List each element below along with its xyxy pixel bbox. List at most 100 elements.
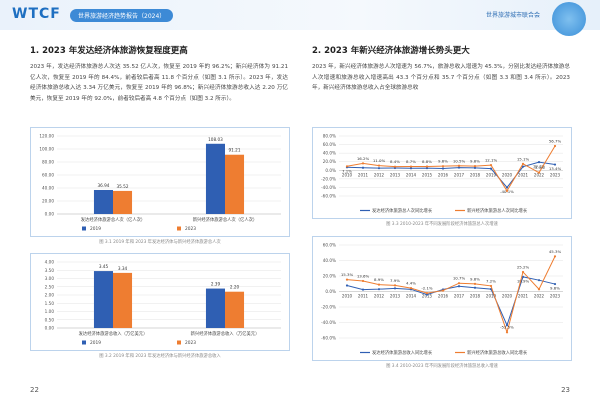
- point: [425, 167, 429, 170]
- data-label: -52.5%: [500, 325, 514, 330]
- bar: [225, 154, 245, 214]
- data-label: 13.4%: [549, 166, 562, 171]
- point: [409, 286, 413, 290]
- point: [473, 166, 477, 169]
- y-tick-label: 60.0%: [323, 142, 336, 147]
- bar: [205, 288, 225, 328]
- point: [361, 288, 365, 291]
- y-tick-label: -20.0%: [321, 305, 336, 310]
- point: [521, 165, 525, 168]
- bar: [205, 143, 225, 214]
- legend-swatch: [82, 340, 86, 345]
- x-tick-label: 2016: [438, 172, 449, 177]
- data-label: -5.5%: [533, 165, 545, 170]
- point: [505, 186, 509, 189]
- point: [553, 255, 557, 258]
- point: [521, 162, 525, 165]
- point: [457, 282, 461, 285]
- y-tick-label: 4.00: [45, 260, 55, 265]
- point: [473, 286, 477, 289]
- data-label: 9.8%: [470, 159, 480, 164]
- x-tick-label: 新兴经济体旅游总人次（亿人次）: [193, 216, 257, 223]
- point: [553, 163, 557, 166]
- y-tick-label: -60.0%: [321, 194, 336, 199]
- y-tick-label: 3.00: [45, 276, 55, 281]
- point: [553, 144, 557, 148]
- data-label: 19.1%: [533, 164, 546, 169]
- legend-label: 发达经济体旅游总收入同比增长: [372, 349, 433, 356]
- point: [441, 165, 445, 168]
- data-label: 2.39: [211, 282, 221, 287]
- bar: [225, 291, 245, 328]
- chart: -60.0% -40.0% -20.0% 0.0% 20.0% 40.0% 60.0% 201…: [321, 243, 563, 356]
- data-label: 9.8%: [470, 276, 480, 281]
- data-label: 8.9%: [374, 277, 384, 282]
- y-tick-label: 120.00: [39, 134, 54, 139]
- point: [505, 189, 509, 192]
- y-tick-label: 20.0%: [323, 274, 336, 279]
- legend-label: 新兴经济体旅游总人次同比增长: [467, 207, 528, 214]
- caption: 图 3.2 2019 年和 2023 年发达经济体与新兴经济体旅游总收入: [99, 354, 221, 359]
- legend-swatch: [82, 226, 86, 231]
- point: [457, 285, 461, 288]
- bar: [113, 272, 133, 328]
- legend-label: 2023: [185, 226, 196, 232]
- data-label: 91.21: [229, 148, 241, 153]
- data-label: 10.7%: [453, 276, 466, 281]
- point: [441, 289, 445, 292]
- data-label: 16.2%: [357, 156, 370, 161]
- bar: [93, 189, 113, 214]
- y-tick-label: 20.00: [42, 199, 54, 204]
- chart: 0.00 0.50 1.00 1.50 2.00 2.50 3.00 3.50 4.00 发达经济…: [45, 260, 281, 346]
- y-tick-label: 0.00: [45, 212, 55, 217]
- data-label: 9.6%: [438, 159, 448, 164]
- point: [409, 165, 413, 168]
- legend-swatch: [177, 340, 181, 345]
- y-tick-label: 20.0%: [323, 159, 336, 164]
- line: [346, 161, 556, 189]
- x-tick-label: 发达经济体旅游总人次（亿人次）: [81, 216, 145, 223]
- legend-label: 2019: [90, 226, 101, 232]
- paragraph: 2023 年，发达经济体旅游总人次达 35.52 亿人次，恢复至 2019 年的…: [30, 64, 288, 102]
- y-tick-label: -40.0%: [321, 185, 336, 190]
- point: [345, 278, 349, 281]
- x-tick-label: 2012: [374, 172, 385, 177]
- point: [393, 287, 397, 290]
- point: [409, 167, 413, 170]
- point: [425, 292, 429, 295]
- y-tick-label: 40.00: [42, 186, 54, 191]
- y-tick-label: 2.50: [45, 284, 55, 289]
- x-tick-label: 2010: [342, 294, 353, 299]
- y-tick-label: -40.0%: [321, 320, 336, 325]
- y-tick-label: 0.0%: [325, 168, 336, 173]
- point: [393, 284, 397, 287]
- x-tick-label: 2018: [470, 172, 481, 177]
- point: [377, 164, 381, 167]
- x-tick-label: 2023: [550, 294, 561, 299]
- x-tick-label: 2020: [502, 172, 513, 177]
- paragraph: 2023 年，新兴经济体旅游总人次增速为 56.7%，旅游总收入增速为 45.3…: [312, 64, 570, 92]
- logo: WTCF: [12, 6, 61, 22]
- y-tick-label: 0.00: [45, 326, 55, 331]
- y-tick-label: 1.50: [45, 301, 55, 306]
- point: [361, 166, 365, 169]
- point: [441, 167, 445, 170]
- page-number: 22: [30, 386, 39, 394]
- legend-label: 2019: [90, 340, 101, 346]
- chart: -60.0% -40.0% -20.0% 0.0% 20.0% 40.0% 60.0% 80.…: [321, 134, 563, 214]
- point: [521, 275, 525, 278]
- data-label: 8.8%: [422, 159, 432, 164]
- y-tick-label: 40.0%: [323, 151, 336, 156]
- point: [377, 283, 381, 286]
- caption: 图 3.1 2019 年和 2023 年发达经济体与新兴经济体旅游总人次: [99, 240, 221, 245]
- chart-frame: -60.0% -40.0% -20.0% 0.0% 20.0% 40.0% 60.0% 80.…: [312, 127, 572, 219]
- data-label: 108.03: [208, 137, 223, 142]
- data-label: 56.7%: [549, 138, 562, 143]
- x-tick-label: 2010: [342, 172, 353, 177]
- x-tick-label: 2020: [502, 294, 513, 299]
- point: [537, 171, 541, 174]
- point: [377, 288, 381, 291]
- chart-frame: 0.00 0.50 1.00 1.50 2.00 2.50 3.00 3.50 4.00 发达经济…: [30, 253, 290, 351]
- data-label: 4.4%: [406, 281, 416, 286]
